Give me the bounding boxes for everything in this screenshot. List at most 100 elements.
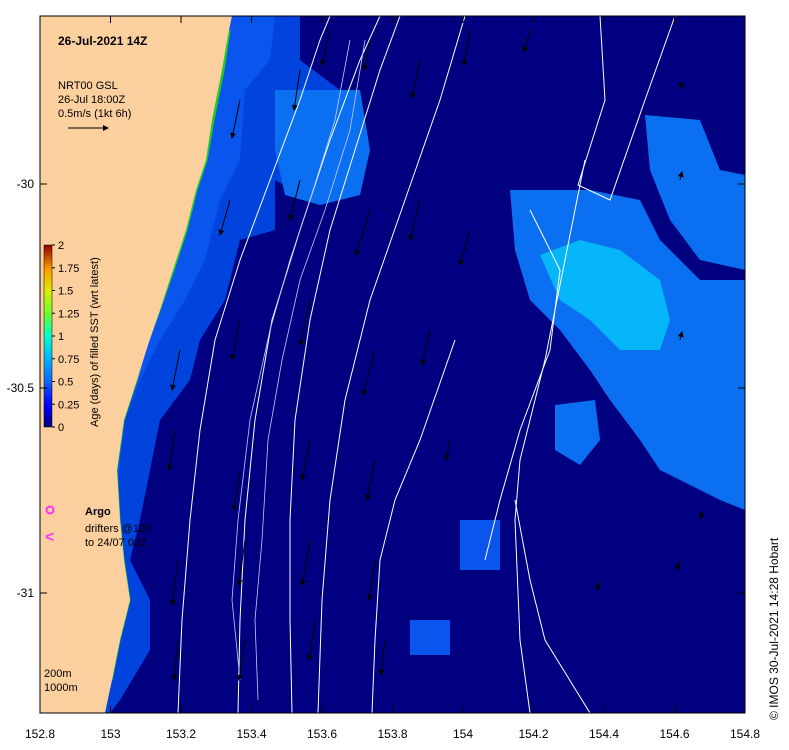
contour-line bbox=[177, 16, 331, 713]
velocity-arrow bbox=[230, 319, 241, 361]
velocity-arrow bbox=[320, 29, 331, 66]
argo-marker bbox=[45, 505, 55, 515]
velocity-arrow bbox=[408, 199, 421, 241]
colorbar-gradient bbox=[43, 244, 53, 428]
colorbar-tick-label: 1.75 bbox=[58, 263, 79, 275]
contour-line bbox=[514, 499, 591, 713]
x-tick-label: 153.6 bbox=[307, 727, 337, 741]
velocity-arrow bbox=[361, 349, 376, 396]
shelf-contour-group bbox=[231, 39, 366, 701]
contour-line bbox=[317, 16, 466, 713]
x-axis-ticks: 152.8 153 153.2 153.4 153.6 153.8 154 154.2 154.… bbox=[25, 16, 760, 741]
contour-line bbox=[231, 39, 351, 681]
x-tick-label: 154.8 bbox=[730, 727, 760, 741]
colorbar-tick-label: 0.75 bbox=[58, 354, 79, 366]
velocity-arrow bbox=[362, 39, 371, 71]
contour-line bbox=[237, 16, 381, 713]
land-mass bbox=[40, 16, 232, 713]
colorbar-tick-label: 1.5 bbox=[58, 286, 73, 298]
contour-line bbox=[289, 16, 401, 713]
colorbar-tick-label: 1.25 bbox=[58, 308, 79, 320]
velocity-key-line1: NRT00 GSL bbox=[58, 80, 118, 92]
argo-label: Argo bbox=[85, 506, 111, 518]
velocity-arrow bbox=[444, 439, 451, 461]
drifters-label-2: to 24/07 00Z bbox=[85, 537, 147, 549]
velocity-arrow bbox=[461, 29, 471, 66]
velocity-arrow bbox=[677, 81, 684, 91]
colorbar-ticks: 2 1.75 1.5 1.25 1 0.75 0.5 0.25 0 bbox=[52, 240, 79, 434]
velocity-arrow bbox=[366, 559, 376, 601]
y-axis-ticks: -30 -30.5 -31 bbox=[7, 177, 745, 600]
map-title: 26-Jul-2021 14Z bbox=[58, 34, 147, 48]
drifter-glyph: < bbox=[45, 529, 54, 546]
velocity-arrow bbox=[378, 639, 386, 676]
velocity-arrow bbox=[291, 69, 301, 111]
velocity-arrow bbox=[677, 171, 684, 181]
eastern-eddy-lower bbox=[555, 400, 600, 465]
contour-line bbox=[514, 159, 586, 713]
velocity-key-line2: 26-Jul 18:00Z bbox=[58, 94, 126, 106]
velocity-arrow bbox=[697, 511, 704, 521]
colorbar-tick-label: 1 bbox=[58, 331, 64, 343]
velocity-arrow bbox=[675, 559, 682, 571]
velocity-arrow bbox=[458, 229, 471, 266]
plot-area: < bbox=[40, 16, 745, 713]
x-tick-label: 154.2 bbox=[518, 727, 548, 741]
velocity-arrow bbox=[288, 179, 301, 221]
x-tick-label: 154.4 bbox=[589, 727, 619, 741]
velocity-arrow bbox=[299, 539, 311, 586]
patch-small-2 bbox=[410, 620, 450, 655]
velocity-arrow bbox=[236, 539, 246, 586]
contour-line bbox=[254, 39, 366, 701]
velocity-arrow bbox=[169, 559, 179, 606]
x-tick-label: 153 bbox=[100, 727, 120, 741]
velocity-arrow bbox=[170, 349, 181, 391]
contour-label-1000m: 1000m bbox=[44, 682, 78, 694]
velocity-arrow bbox=[166, 429, 176, 471]
eastern-eddy-upper bbox=[645, 115, 745, 270]
velocity-arrow bbox=[230, 99, 241, 139]
x-tick-label: 154 bbox=[453, 727, 473, 741]
shelf-patch bbox=[275, 90, 370, 205]
drifters-label-1: drifters @12h bbox=[85, 523, 151, 535]
velocity-arrow bbox=[420, 329, 431, 366]
colorbar-tick-label: 0.25 bbox=[58, 399, 79, 411]
velocity-arrow bbox=[236, 639, 246, 681]
y-tick-label: -30 bbox=[17, 177, 35, 191]
contour-line bbox=[371, 339, 456, 713]
velocity-arrow bbox=[354, 209, 371, 256]
contour-line bbox=[577, 16, 676, 201]
colorbar-tick-label: 2 bbox=[58, 240, 64, 252]
y-tick-label: -31 bbox=[17, 586, 35, 600]
credit-text: © IMOS 30-Jul-2021 14:28 Hobart bbox=[767, 537, 781, 720]
eastern-eddy-core bbox=[540, 240, 670, 350]
colorbar-tick-label: 0.5 bbox=[58, 377, 73, 389]
velocity-arrow bbox=[410, 59, 421, 99]
velocity-arrow bbox=[365, 459, 376, 501]
velocity-vector-group bbox=[166, 29, 704, 681]
contour-group bbox=[177, 16, 676, 713]
velocity-key-line3: 0.5m/s (1kt 6h) bbox=[58, 108, 131, 120]
contour-label-200m: 200m bbox=[44, 668, 72, 680]
x-tick-label: 152.8 bbox=[25, 727, 55, 741]
x-tick-label: 153.2 bbox=[166, 727, 196, 741]
patch-small bbox=[460, 520, 500, 570]
x-tick-label: 153.8 bbox=[377, 727, 407, 741]
velocity-arrow bbox=[218, 199, 231, 236]
velocity-arrow bbox=[171, 639, 179, 681]
x-tick-label: 153.4 bbox=[236, 727, 266, 741]
velocity-arrow bbox=[677, 331, 684, 341]
velocity-arrow bbox=[298, 299, 311, 346]
colorbar: 2 1.75 1.5 1.25 1 0.75 0.5 0.25 0 Age (days) of … bbox=[43, 240, 101, 434]
velocity-arrow bbox=[306, 619, 316, 661]
x-tick-label: 154.6 bbox=[659, 727, 689, 741]
velocity-arrow bbox=[300, 439, 311, 481]
velocity-arrow bbox=[595, 579, 602, 591]
contour-line bbox=[484, 209, 561, 561]
colorbar-tick-label: 0 bbox=[58, 422, 64, 434]
velocity-arrow bbox=[522, 29, 531, 53]
colorbar-label: Age (days) of filled SST (wrt latest) bbox=[89, 257, 101, 427]
y-tick-label: -30.5 bbox=[7, 381, 35, 395]
velocity-arrow bbox=[231, 469, 241, 511]
